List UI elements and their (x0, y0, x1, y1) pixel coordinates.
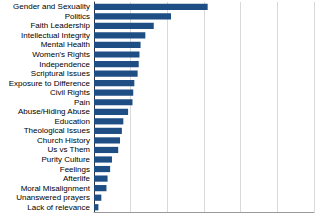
svg-text:Church History: Church History (37, 136, 90, 145)
svg-text:Abuse/Hiding Abuse: Abuse/Hiding Abuse (18, 107, 91, 116)
svg-text:Education: Education (54, 117, 90, 126)
svg-text:Mental Health: Mental Health (41, 40, 90, 49)
svg-text:Feelings: Feelings (60, 165, 90, 174)
svg-text:Moral Misalignment: Moral Misalignment (21, 184, 91, 193)
svg-text:Independence: Independence (39, 60, 90, 69)
svg-text:Politics: Politics (65, 12, 90, 21)
svg-text:Scriptural Issues: Scriptural Issues (31, 69, 90, 78)
svg-text:Exposure to Difference: Exposure to Difference (9, 79, 91, 88)
svg-text:Women's Rights: Women's Rights (32, 50, 90, 59)
svg-text:Us vs Them: Us vs Them (47, 145, 90, 154)
svg-text:Theological Issues: Theological Issues (24, 126, 90, 135)
svg-text:Intellectual Integrity: Intellectual Integrity (21, 31, 90, 40)
svg-text:Pain: Pain (74, 98, 90, 107)
svg-text:Faith Leadership: Faith Leadership (30, 21, 90, 30)
svg-text:Gender and Sexuality: Gender and Sexuality (13, 2, 90, 11)
svg-text:Purity Culture: Purity Culture (42, 155, 91, 164)
svg-text:Lack of relevance: Lack of relevance (27, 203, 90, 212)
svg-text:Afterlife: Afterlife (63, 174, 91, 183)
svg-text:Unanswered prayers: Unanswered prayers (16, 193, 90, 202)
svg-text:Civil Rights: Civil Rights (50, 88, 90, 97)
